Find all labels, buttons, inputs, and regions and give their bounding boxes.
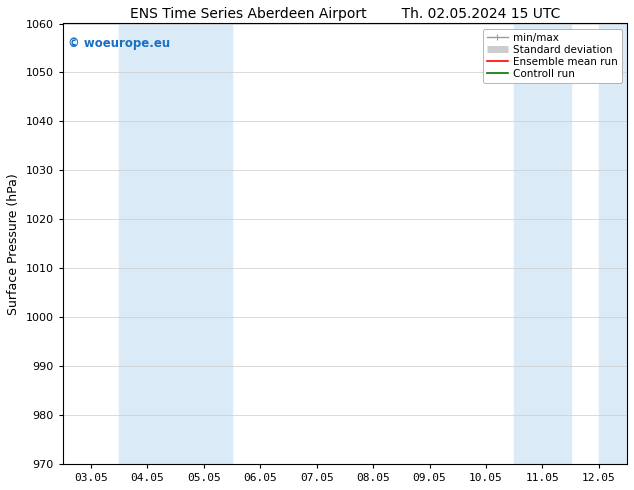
Bar	[119, 24, 232, 464]
Bar	[514, 24, 571, 464]
Text: © woeurope.eu: © woeurope.eu	[68, 37, 171, 49]
Legend: min/max, Standard deviation, Ensemble mean run, Controll run: min/max, Standard deviation, Ensemble me…	[482, 29, 622, 83]
Title: ENS Time Series Aberdeen Airport        Th. 02.05.2024 15 UTC: ENS Time Series Aberdeen Airport Th. 02.…	[130, 7, 560, 21]
Bar	[599, 24, 627, 464]
Y-axis label: Surface Pressure (hPa): Surface Pressure (hPa)	[7, 173, 20, 315]
